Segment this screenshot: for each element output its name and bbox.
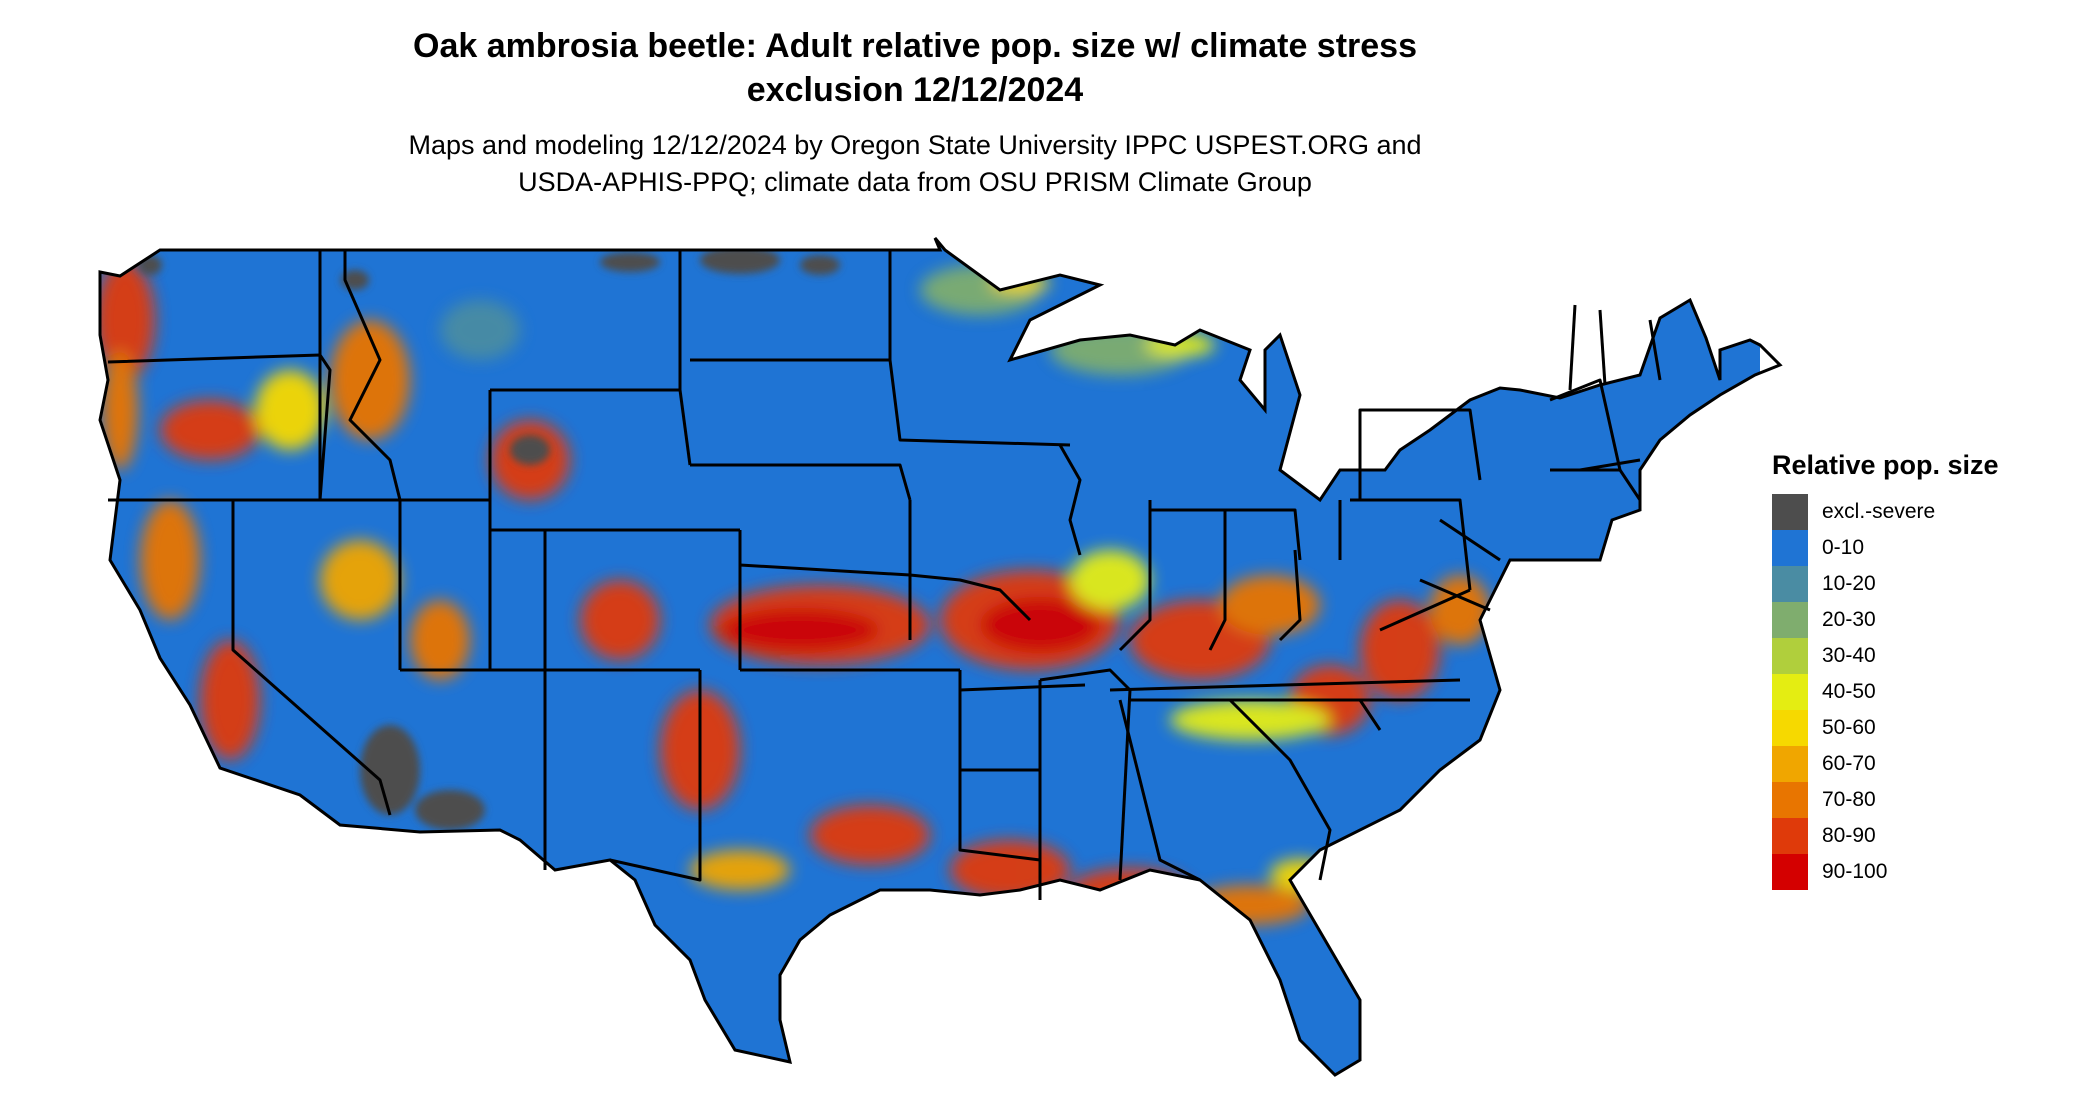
legend-swatch [1772,602,1808,638]
map-legend: Relative pop. size excl.-severe 0-10 10-… [1772,448,1999,890]
legend-label: excl.-severe [1822,500,1936,523]
legend-label: 0-10 [1822,536,1865,559]
legend-label: 30-40 [1822,644,1876,667]
legend-item: 80-90 [1772,818,1999,854]
legend-item: 10-20 [1772,566,1999,602]
legend-label: 70-80 [1822,788,1876,811]
legend-swatch [1772,854,1808,890]
legend-item: 20-30 [1772,602,1999,638]
legend-label: 80-90 [1822,824,1876,847]
map-fill-layer [100,238,1760,1075]
legend-swatch [1772,566,1808,602]
legend-item: excl.-severe [1772,494,1999,530]
map-title-line2: exclusion 12/12/2024 [746,71,1084,109]
legend-swatch [1772,530,1808,566]
map-subtitle-line1: Maps and modeling 12/12/2024 by Oregon S… [408,130,1422,160]
legend-items: excl.-severe 0-10 10-20 20-30 30-40 40-5… [1772,494,1999,890]
legend-swatch [1772,674,1808,710]
legend-swatch [1772,818,1808,854]
legend-swatch [1772,782,1808,818]
legend-item: 0-10 [1772,530,1999,566]
state-borders [107,250,1662,900]
legend-title: Relative pop. size [1772,450,1999,480]
legend-label: 90-100 [1822,860,1888,883]
legend-item: 90-100 [1772,854,1999,890]
legend-swatch [1772,638,1808,674]
legend-label: 60-70 [1822,752,1876,775]
legend-item: 70-80 [1772,782,1999,818]
legend-swatch [1772,494,1808,530]
legend-item: 60-70 [1772,746,1999,782]
legend-swatch [1772,710,1808,746]
legend-label: 50-60 [1822,716,1876,739]
map-subtitle-line2: USDA-APHIS-PPQ; climate data from OSU PR… [518,167,1312,197]
map-title-line1: Oak ambrosia beetle: Adult relative pop.… [413,27,1417,65]
legend-label: 20-30 [1822,608,1876,631]
legend-label: 40-50 [1822,680,1876,703]
legend-label: 10-20 [1822,572,1876,595]
legend-item: 30-40 [1772,638,1999,674]
legend-swatch [1772,746,1808,782]
legend-item: 40-50 [1772,674,1999,710]
legend-item: 50-60 [1772,710,1999,746]
